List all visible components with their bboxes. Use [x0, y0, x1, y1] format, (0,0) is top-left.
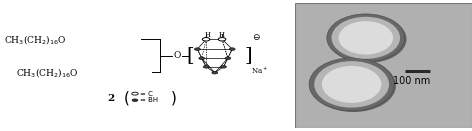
- Ellipse shape: [331, 17, 400, 59]
- Text: ]: ]: [244, 46, 252, 64]
- Circle shape: [132, 99, 138, 102]
- Ellipse shape: [329, 15, 406, 63]
- Circle shape: [229, 48, 235, 50]
- Text: [: [: [186, 46, 194, 64]
- Circle shape: [212, 71, 218, 74]
- Text: (: (: [123, 90, 129, 105]
- Circle shape: [220, 66, 227, 68]
- Text: = BH: = BH: [140, 97, 158, 103]
- Ellipse shape: [327, 14, 405, 62]
- Text: = C: = C: [140, 91, 153, 97]
- Ellipse shape: [309, 58, 394, 111]
- Text: H: H: [204, 31, 211, 39]
- Text: Na$^+$: Na$^+$: [251, 66, 268, 76]
- Ellipse shape: [338, 21, 393, 54]
- Text: ): ): [171, 90, 177, 105]
- Ellipse shape: [314, 61, 389, 108]
- Ellipse shape: [311, 59, 396, 112]
- FancyBboxPatch shape: [295, 3, 472, 128]
- Circle shape: [194, 48, 200, 50]
- Text: 100 nm: 100 nm: [393, 76, 430, 86]
- Text: 2: 2: [108, 94, 115, 103]
- Circle shape: [202, 38, 210, 41]
- Text: CH$_3$(CH$_2$)$_{16}$O: CH$_3$(CH$_2$)$_{16}$O: [4, 33, 67, 46]
- Circle shape: [218, 38, 226, 41]
- Ellipse shape: [322, 66, 381, 103]
- Circle shape: [132, 92, 138, 95]
- Text: CH$_3$(CH$_2$)$_{16}$O: CH$_3$(CH$_2$)$_{16}$O: [16, 66, 78, 79]
- Circle shape: [199, 57, 205, 60]
- Text: ⊖: ⊖: [252, 34, 260, 42]
- Text: O: O: [173, 51, 181, 60]
- Circle shape: [203, 66, 209, 68]
- Text: H: H: [219, 31, 225, 39]
- Circle shape: [225, 57, 231, 60]
